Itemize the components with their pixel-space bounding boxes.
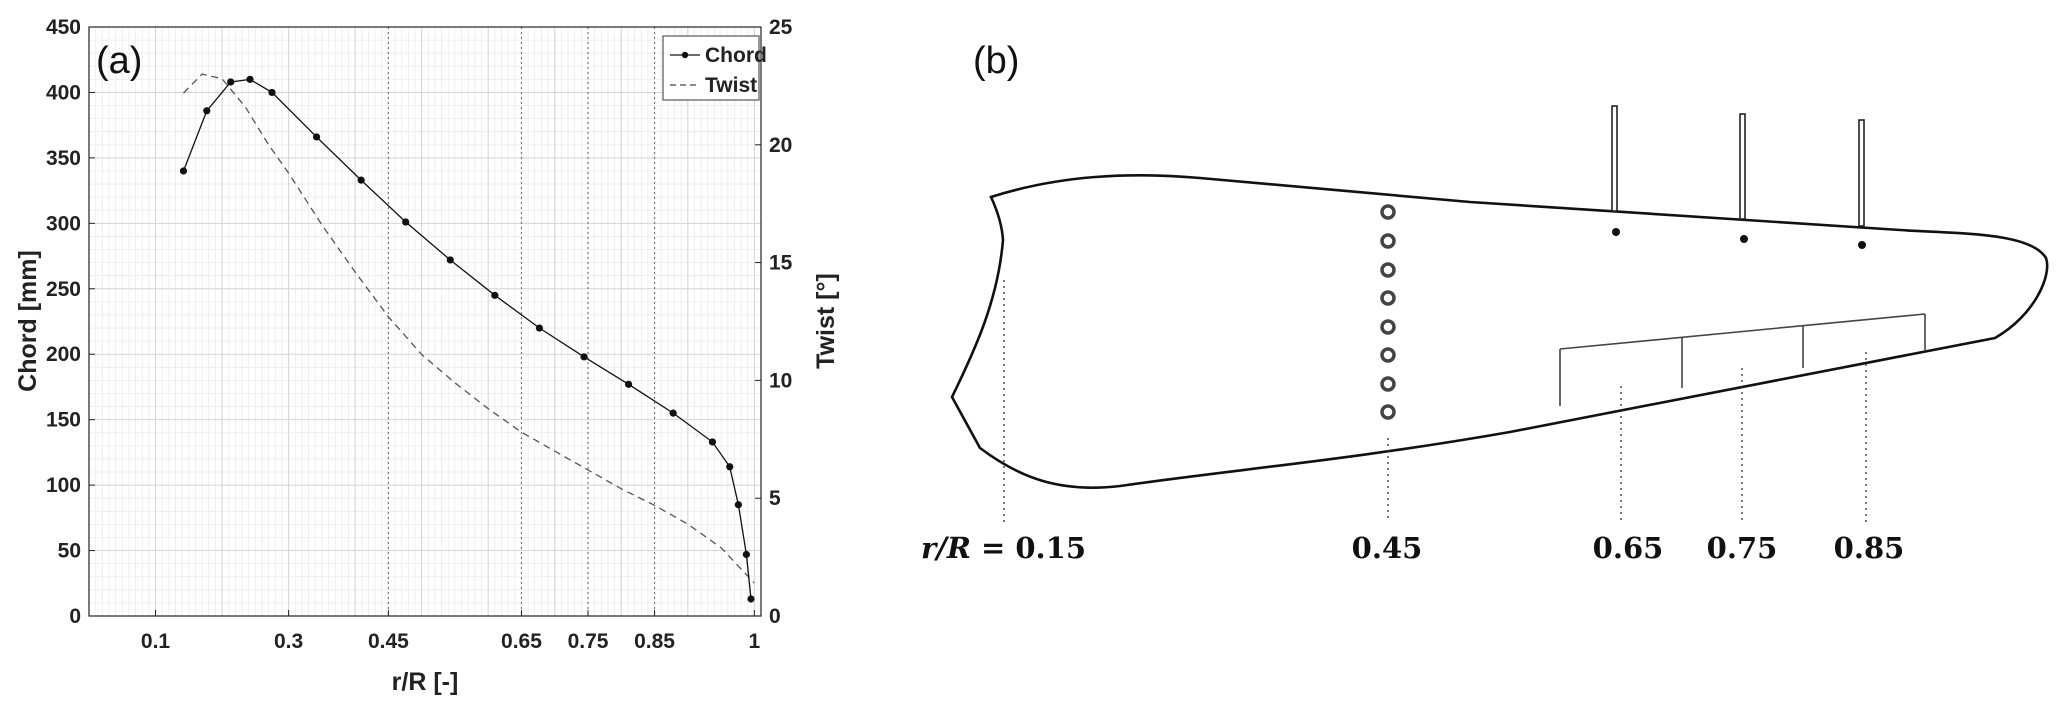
x-tick-label: 0.45	[368, 630, 409, 653]
x-tick-label: 0.3	[274, 630, 303, 653]
blade-outline	[950, 174, 2049, 489]
probe-085	[1858, 119, 1865, 227]
twist-series	[183, 73, 755, 584]
chord-point	[742, 550, 750, 559]
probe-dot	[1612, 228, 1620, 236]
chord-point	[446, 256, 454, 264]
twist-line	[183, 73, 755, 584]
plot-area	[89, 27, 761, 616]
plot-frame	[88, 26, 762, 617]
section-label-085: 0.85	[1834, 531, 1905, 565]
blade-diagram: (b)	[921, 40, 2049, 565]
probe-075	[1739, 113, 1746, 220]
legend-twist-label: Twist	[705, 74, 757, 97]
y-axis-label: Chord [mm]	[14, 250, 42, 392]
y2-tick-label: 0	[769, 605, 781, 628]
chord-point	[669, 409, 677, 417]
y-tick-label: 350	[46, 147, 81, 170]
panel-label-a: (a)	[96, 40, 142, 82]
y2-ticks: 0 5 10 15 20 25	[755, 16, 793, 628]
x-ticks: 0.1 0.3 0.45 0.65 0.75 0.85 1	[141, 610, 761, 653]
x-tick-label: 0.1	[141, 630, 171, 653]
y2-tick-label: 20	[769, 134, 792, 157]
panel-label-b: (b)	[973, 40, 1019, 82]
section-label-prefix: r/R	[921, 531, 971, 565]
pressure-tap	[1380, 233, 1396, 249]
y2-tick-label: 15	[769, 252, 793, 275]
chord-point	[312, 133, 321, 141]
chord-point	[535, 324, 544, 332]
y-tick-label: 250	[46, 278, 81, 301]
chord-point	[747, 595, 755, 603]
section-label-065: 0.65	[1593, 531, 1664, 565]
chord-point	[580, 353, 588, 361]
chord-point	[734, 501, 742, 509]
y-tick-label: 100	[46, 474, 81, 497]
x-tick-label: 0.85	[634, 630, 675, 653]
pressure-tap	[1380, 376, 1396, 392]
chord-point	[227, 78, 235, 86]
probe-dot	[1740, 235, 1748, 243]
x-tick-label: 0.75	[568, 630, 609, 653]
x-tick-label: 0.65	[501, 630, 542, 653]
y-tick-label: 400	[46, 81, 81, 104]
chart-a: 0.1 0.3 0.45 0.65 0.75 0.85 1 0501001502002503…	[14, 16, 840, 696]
legend: Chord Twist	[662, 35, 767, 101]
y2-axis-label: Twist [°]	[812, 273, 840, 369]
chord-point	[357, 176, 365, 184]
y2-tick-label: 5	[769, 487, 781, 510]
legend-box	[662, 35, 760, 101]
pressure-taps	[1380, 204, 1396, 420]
y-ticks: 0 50 100 150 200 250 300 350 400 450	[46, 16, 95, 628]
measurement-plane	[1559, 313, 1926, 406]
y-tick-label: 150	[46, 409, 81, 432]
chord-point	[491, 291, 499, 299]
pressure-tap	[1380, 347, 1396, 363]
y2-tick-label: 10	[769, 369, 792, 392]
legend-chord-label: Chord	[705, 44, 767, 67]
section-label-045: 0.45	[1352, 531, 1423, 565]
chord-point	[268, 88, 276, 97]
pressure-tap	[1380, 404, 1396, 420]
y-tick-label: 50	[58, 540, 81, 563]
chord-point	[179, 167, 188, 175]
chord-point	[246, 75, 254, 83]
chord-point	[402, 218, 410, 226]
pressure-tap	[1380, 319, 1396, 335]
chord-series	[179, 75, 755, 603]
section-label-015: r/R = 0.15	[921, 531, 1086, 565]
legend-chord-marker	[681, 51, 689, 59]
probes	[1611, 105, 1866, 249]
y-tick-label: 0	[69, 605, 81, 628]
probe-dot	[1858, 241, 1866, 249]
y-tick-label: 300	[46, 212, 81, 235]
major-grid	[89, 27, 761, 616]
chord-point	[726, 463, 734, 471]
minor-grid	[89, 27, 761, 616]
chord-point	[708, 438, 717, 446]
x-axis-label: r/R [-]	[392, 668, 459, 696]
y-tick-label: 200	[46, 343, 81, 366]
probe-065	[1611, 105, 1618, 212]
pressure-tap	[1380, 204, 1396, 220]
section-label-value: = 0.15	[981, 531, 1086, 565]
y-tick-label: 450	[46, 16, 81, 39]
pressure-tap	[1380, 262, 1396, 278]
y2-tick-label: 25	[769, 16, 793, 39]
plane-top-edge	[1559, 313, 1926, 350]
chord-point	[624, 380, 633, 388]
pressure-tap	[1380, 290, 1396, 306]
x-tick-label: 1	[749, 630, 761, 653]
section-label-075: 0.75	[1707, 531, 1778, 565]
section-lines	[1003, 280, 1867, 522]
chord-point	[203, 107, 211, 115]
